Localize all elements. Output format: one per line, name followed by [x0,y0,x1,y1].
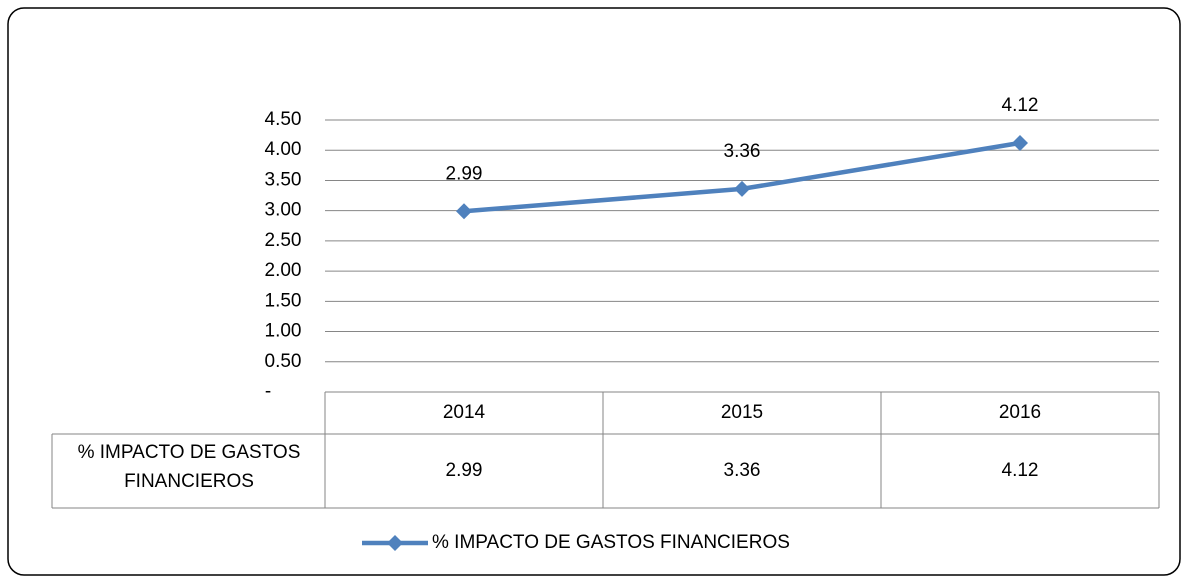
table-row-header: % IMPACTO DE GASTOS FINANCIEROS [77,442,301,492]
data-label: 2.99 [446,163,483,184]
y-tick-label: 4.50 [265,109,302,130]
y-tick-label: 2.00 [265,260,302,281]
y-tick-label: 3.50 [265,169,302,190]
table-value: 3.36 [724,460,761,481]
y-tick-label: 3.00 [265,200,302,221]
x-tick-label: 2016 [999,402,1041,423]
marker [1012,134,1028,151]
legend-marker [387,535,403,551]
y-tick-label: 1.50 [265,290,302,311]
y-tick-label: - [265,381,271,402]
y-tick-label: 1.00 [265,321,302,342]
marker [456,203,472,220]
y-tick-label: 4.00 [265,139,302,160]
table-value: 4.12 [1002,460,1039,481]
data-label: 3.36 [724,141,761,162]
data-label: 4.12 [1002,95,1039,116]
table-value: 2.99 [446,460,483,481]
y-tick-label: 2.50 [265,230,302,251]
legend-label: % IMPACTO DE GASTOS FINANCIEROS [432,532,790,553]
x-tick-label: 2014 [443,402,486,423]
y-tick-label: 0.50 [265,351,302,372]
x-tick-label: 2015 [721,402,763,423]
marker [734,180,750,197]
